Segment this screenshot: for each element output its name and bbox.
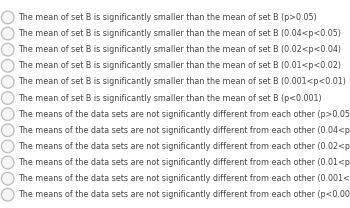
Text: The means of the data sets are not significantly different from each other (p<0.: The means of the data sets are not signi… xyxy=(18,190,350,199)
Text: The means of the data sets are not significantly different from each other (0.02: The means of the data sets are not signi… xyxy=(18,142,350,151)
Text: The mean of set B is significantly smaller than the mean of set B (0.02<p<0.04): The mean of set B is significantly small… xyxy=(18,45,341,54)
Ellipse shape xyxy=(1,43,14,56)
Text: The means of the data sets are not significantly different from each other (0.04: The means of the data sets are not signi… xyxy=(18,126,350,135)
Text: The mean of set B is significantly smaller than the mean of set B (0.001<p<0.01): The mean of set B is significantly small… xyxy=(18,77,346,86)
Ellipse shape xyxy=(1,188,14,201)
Text: The means of the data sets are not significantly different from each other (0.01: The means of the data sets are not signi… xyxy=(18,158,350,167)
Text: The mean of set B is significantly smaller than the mean of set B (0.01<p<0.02): The mean of set B is significantly small… xyxy=(18,61,341,70)
Text: The mean of set B is significantly smaller than the mean of set B (p>0.05): The mean of set B is significantly small… xyxy=(18,13,317,22)
Text: The means of the data sets are not significantly different from each other (0.00: The means of the data sets are not signi… xyxy=(18,174,350,183)
Ellipse shape xyxy=(1,27,14,40)
Ellipse shape xyxy=(1,172,14,185)
Text: The means of the data sets are not significantly different from each other (p>0.: The means of the data sets are not signi… xyxy=(18,110,350,119)
Ellipse shape xyxy=(1,124,14,137)
Ellipse shape xyxy=(1,92,14,104)
Text: The mean of set B is significantly smaller than the mean of set B (p<0.001): The mean of set B is significantly small… xyxy=(18,94,322,103)
Ellipse shape xyxy=(1,11,14,24)
Ellipse shape xyxy=(1,140,14,153)
Ellipse shape xyxy=(1,76,14,88)
Ellipse shape xyxy=(1,59,14,72)
Ellipse shape xyxy=(1,156,14,169)
Ellipse shape xyxy=(1,108,14,120)
Text: The mean of set B is significantly smaller than the mean of set B (0.04<p<0.05): The mean of set B is significantly small… xyxy=(18,29,341,38)
